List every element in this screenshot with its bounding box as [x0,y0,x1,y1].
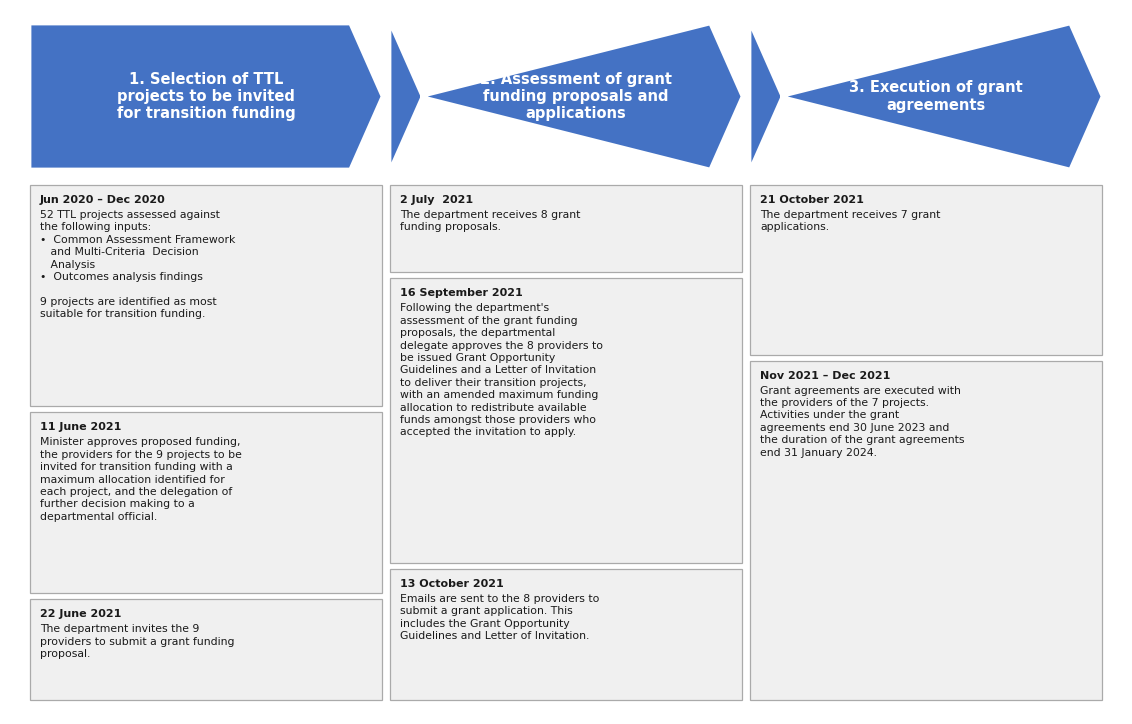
Bar [751,361,1101,700]
Text: 16 September 2021: 16 September 2021 [400,288,523,298]
Text: 13 October 2021: 13 October 2021 [400,578,504,589]
Bar [31,413,381,594]
Text: 3. Execution of grant
agreements: 3. Execution of grant agreements [849,80,1023,113]
Text: The department receives 7 grant
applications.: The department receives 7 grant applicat… [760,210,941,232]
Text: The department receives 8 grant
funding proposals.: The department receives 8 grant funding … [400,210,581,232]
Bar [391,185,741,272]
Text: 2 July  2021: 2 July 2021 [400,195,473,205]
Text: The department invites the 9
providers to submit a grant funding
proposal.: The department invites the 9 providers t… [40,624,234,659]
Bar [31,599,381,700]
Bar [31,185,381,406]
Polygon shape [31,24,381,169]
Text: Minister approves proposed funding,
the providers for the 9 projects to be
invit: Minister approves proposed funding, the … [40,437,242,522]
Text: 11 June 2021: 11 June 2021 [40,422,121,432]
Text: 2. Assessment of grant
funding proposals and
applications: 2. Assessment of grant funding proposals… [480,72,672,122]
Text: Emails are sent to the 8 providers to
submit a grant application. This
includes : Emails are sent to the 8 providers to su… [400,594,599,641]
Text: Grant agreements are executed with
the providers of the 7 projects.
Activities u: Grant agreements are executed with the p… [760,386,964,458]
Text: 52 TTL projects assessed against
the following inputs:
•  Common Assessment Fram: 52 TTL projects assessed against the fol… [40,210,235,319]
Text: 1. Selection of TTL
projects to be invited
for transition funding: 1. Selection of TTL projects to be invit… [117,72,295,122]
Polygon shape [751,24,1101,169]
Text: 21 October 2021: 21 October 2021 [760,195,864,205]
Text: 22 June 2021: 22 June 2021 [40,610,121,620]
Bar [391,279,741,563]
Text: Nov 2021 – Dec 2021: Nov 2021 – Dec 2021 [760,371,891,381]
Text: Jun 2020 – Dec 2020: Jun 2020 – Dec 2020 [40,195,165,205]
Bar [751,185,1101,355]
Bar [391,569,741,700]
Polygon shape [391,24,741,169]
Text: Following the department's
assessment of the grant funding
proposals, the depart: Following the department's assessment of… [400,303,603,437]
